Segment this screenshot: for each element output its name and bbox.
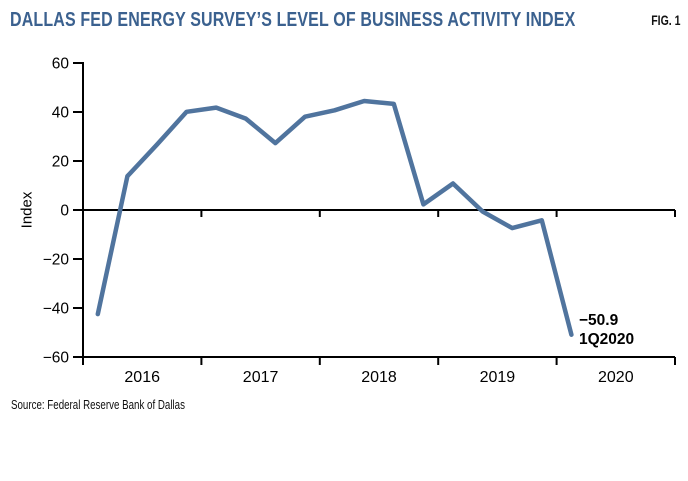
y-tick-label: −20 [43,252,70,269]
y-axis-title: Index [18,191,36,229]
line-chart-canvas: 60 40 20 0 −20 −40 −60 2016 2017 2018 2019 2020 [43,56,676,386]
x-tick-label: 2017 [243,369,279,386]
source-note-text: Source: Federal Reserve Bank of Dallas [11,398,185,412]
x-tick-label: 2018 [361,369,397,386]
y-tick-label: −60 [43,350,70,367]
y-tick-label: 0 [60,203,69,220]
annotation-period: 1Q2020 [579,331,635,348]
last-point-annotation: −50.9 1Q2020 [579,311,634,349]
chart-title-text: DALLAS FED ENERGY SURVEY’S LEVEL OF BUSI… [10,8,576,31]
y-tick-label: −40 [43,301,70,318]
figure-number: FIG. 1 [643,13,681,28]
y-tick-label: 40 [52,105,70,122]
annotation-value: −50.9 [579,312,619,329]
x-tick-label: 2020 [598,369,634,386]
figure-number-text: FIG. 1 [651,13,681,28]
chart-title: DALLAS FED ENERGY SURVEY’S LEVEL OF BUSI… [10,8,688,32]
x-tick-label: 2016 [124,369,160,386]
x-tick-label: 2019 [480,369,516,386]
source-note: Source: Federal Reserve Bank of Dallas [11,398,234,412]
y-tick-label: 60 [52,56,70,73]
y-tick-label: 20 [52,154,70,171]
activity-index-line [95,98,574,337]
